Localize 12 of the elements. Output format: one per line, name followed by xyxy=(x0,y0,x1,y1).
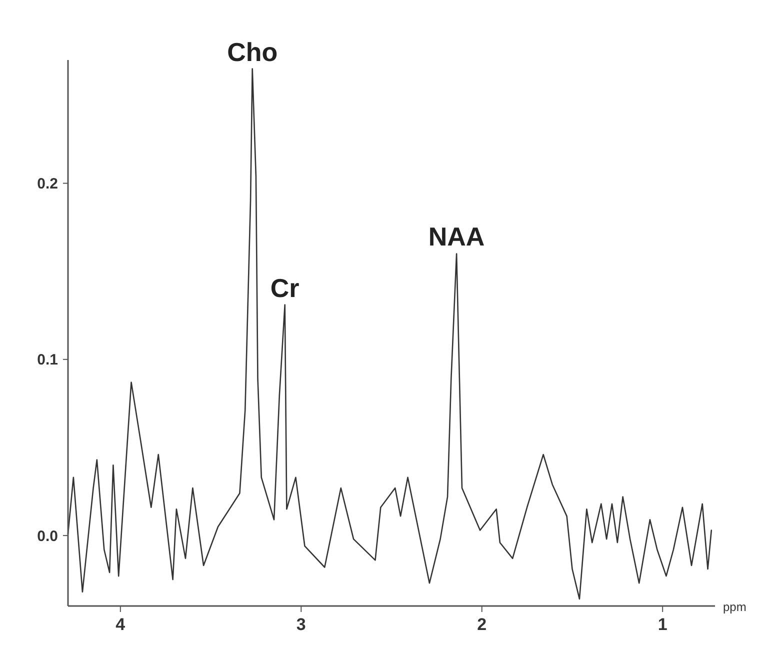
y-tick-label: 0.0 xyxy=(37,528,58,545)
x-tick-label: 2 xyxy=(477,615,487,634)
x-axis-title: ppm xyxy=(723,600,746,614)
annotation: Cho xyxy=(227,36,278,67)
annotation: Cr xyxy=(270,272,300,303)
x-tick-label: 4 xyxy=(116,615,126,634)
y-tick-label: 0.2 xyxy=(37,176,58,193)
x-tick-label: 3 xyxy=(296,615,306,634)
y-tick-label: 0.1 xyxy=(37,352,58,369)
x-tick-label: 1 xyxy=(658,615,668,634)
annotation: NAA xyxy=(428,222,485,252)
line-series xyxy=(67,68,712,600)
